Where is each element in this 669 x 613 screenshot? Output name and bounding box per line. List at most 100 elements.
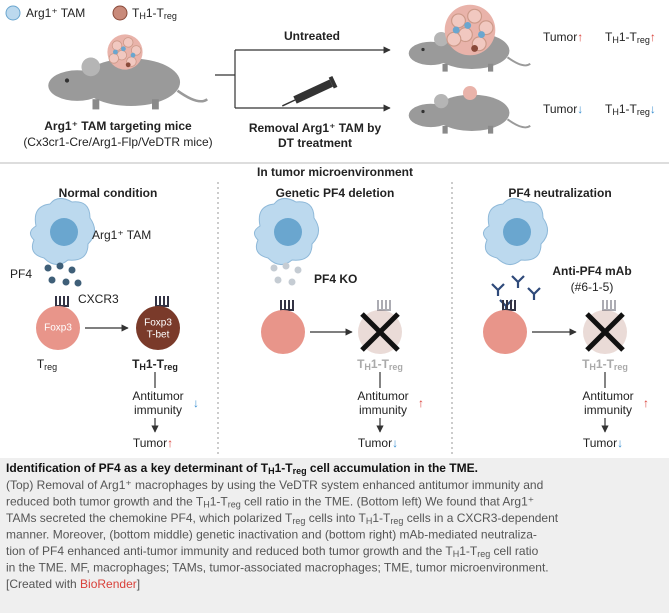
caption-line: TAMs secreted the chemokine PF4, which p… (6, 511, 559, 526)
text-part: T (132, 6, 140, 20)
outcome: Tumor↑ (543, 30, 583, 44)
tumor (444, 4, 496, 56)
text-part: T (132, 357, 140, 371)
treg-cell (261, 310, 305, 354)
text-part: tion of PF4 enhanced anti-tumor immunity… (6, 544, 453, 558)
outcome: immunity (359, 403, 407, 417)
tumor (107, 34, 144, 70)
syringe (281, 75, 338, 107)
outcome: Tumor↓ (583, 436, 623, 450)
text-part: T (605, 30, 613, 44)
outcome: Tumor↓ (543, 102, 583, 116)
outcome: immunity (584, 403, 632, 417)
tam-cell (253, 197, 320, 266)
subscript: reg (164, 11, 177, 21)
outcome-cell: TH1-Treg↓ (605, 102, 656, 117)
outcome: Tumor↓ (358, 436, 398, 450)
subscript: H (364, 362, 371, 372)
subscript: H (612, 35, 619, 45)
text-part: 1-T (459, 544, 478, 558)
text-part: ↑ (650, 30, 656, 44)
text-part: reduced both tumor growth and the T (6, 495, 204, 509)
text-part: cell ratio (490, 544, 538, 558)
text-part: ↓ (617, 436, 623, 450)
panel-title: Genetic PF4 deletion (276, 186, 395, 200)
mouse-label: Arg1⁺ TAM targeting mice (44, 119, 192, 133)
receptor (54, 295, 70, 307)
text-part: T (37, 357, 45, 371)
cell-label: Treg (37, 357, 57, 372)
text-part: 1-T (619, 102, 638, 116)
text-part: 1-T (275, 461, 294, 475)
subscript: reg (477, 549, 490, 559)
text-part: cells in a CXCR3-dependent (403, 511, 558, 525)
marker: T-bet (147, 330, 170, 341)
text-part: ↑ (167, 436, 173, 450)
subscript: reg (164, 362, 178, 372)
cell-label: TH1-Treg (132, 357, 178, 372)
caption-line: in the TME. MF, macrophages; TAMs, tumor… (6, 561, 549, 575)
subscript: H (612, 107, 619, 117)
receptor (279, 299, 295, 311)
branch-label: Removal Arg1⁺ TAM by (249, 121, 382, 135)
text-part: ↑ (577, 30, 583, 44)
panel-title: Normal condition (59, 186, 158, 200)
legend-label: Arg1⁺ TAM (26, 6, 85, 20)
subscript: H (589, 362, 596, 372)
text-part: 1-T (619, 30, 638, 44)
arrow-glyph: ↑ (418, 396, 424, 410)
tam-cell (482, 197, 549, 266)
arrow-glyph: ↓ (193, 396, 199, 410)
cell-label: TH1-Treg (582, 357, 628, 372)
text-part: 1-T (372, 511, 391, 525)
receptor (376, 299, 392, 311)
text-part: ↓ (650, 102, 656, 116)
text-part: BioRender (80, 577, 137, 591)
outcome: Antitumor (132, 389, 183, 403)
subscript: H (453, 549, 460, 559)
receptor (601, 299, 617, 311)
text-part: 1-T (210, 495, 229, 509)
subscript: reg (293, 466, 307, 476)
panel-title: PF4 neutralization (508, 186, 611, 200)
subscript: reg (389, 362, 403, 372)
outcome: Antitumor (582, 389, 633, 403)
text-part: 1-T (371, 357, 390, 371)
text-part: ↓ (392, 436, 398, 450)
subscript: H (268, 466, 275, 476)
subscript: H (366, 516, 373, 526)
text-part: T (582, 357, 590, 371)
treg-cell (36, 306, 80, 350)
subscript: reg (637, 107, 650, 117)
subscript: reg (44, 362, 57, 372)
th1-cell (136, 306, 180, 350)
pf4-dots (270, 262, 302, 286)
bracket (215, 50, 236, 108)
outcome-cell: TH1-Treg↑ (605, 30, 656, 45)
agent-label: PF4 KO (314, 272, 357, 286)
cell-label: TH1-Treg (357, 357, 403, 372)
text-part: ↓ (577, 102, 583, 116)
tam-cell (29, 197, 96, 266)
cell-label: Arg1⁺ TAM (92, 228, 151, 242)
label: CXCR3 (78, 292, 119, 306)
subscript: H (139, 362, 146, 372)
agent-label: (#6-1-5) (571, 280, 614, 294)
text-part: 1-T (596, 357, 615, 371)
outcome: immunity (134, 403, 182, 417)
caption-title: Identification of PF4 as a key determina… (6, 461, 478, 476)
agent-label: Anti-PF4 mAb (552, 264, 631, 278)
label: PF4 (10, 267, 32, 281)
branch-label: Untreated (284, 29, 340, 43)
marker: Foxp3 (144, 318, 172, 329)
text-part: T (357, 357, 365, 371)
receptor (154, 295, 170, 307)
caption-credit: [Created with BioRender] (6, 577, 140, 591)
outcome: Antitumor (357, 389, 408, 403)
text-part: Identification of PF4 as a key determina… (6, 461, 269, 475)
text-part: cells into T (305, 511, 366, 525)
text-part: cell accumulation in the TME. (307, 461, 478, 475)
text-part: cell ratio in the TME. (Bottom left) We … (241, 495, 534, 509)
